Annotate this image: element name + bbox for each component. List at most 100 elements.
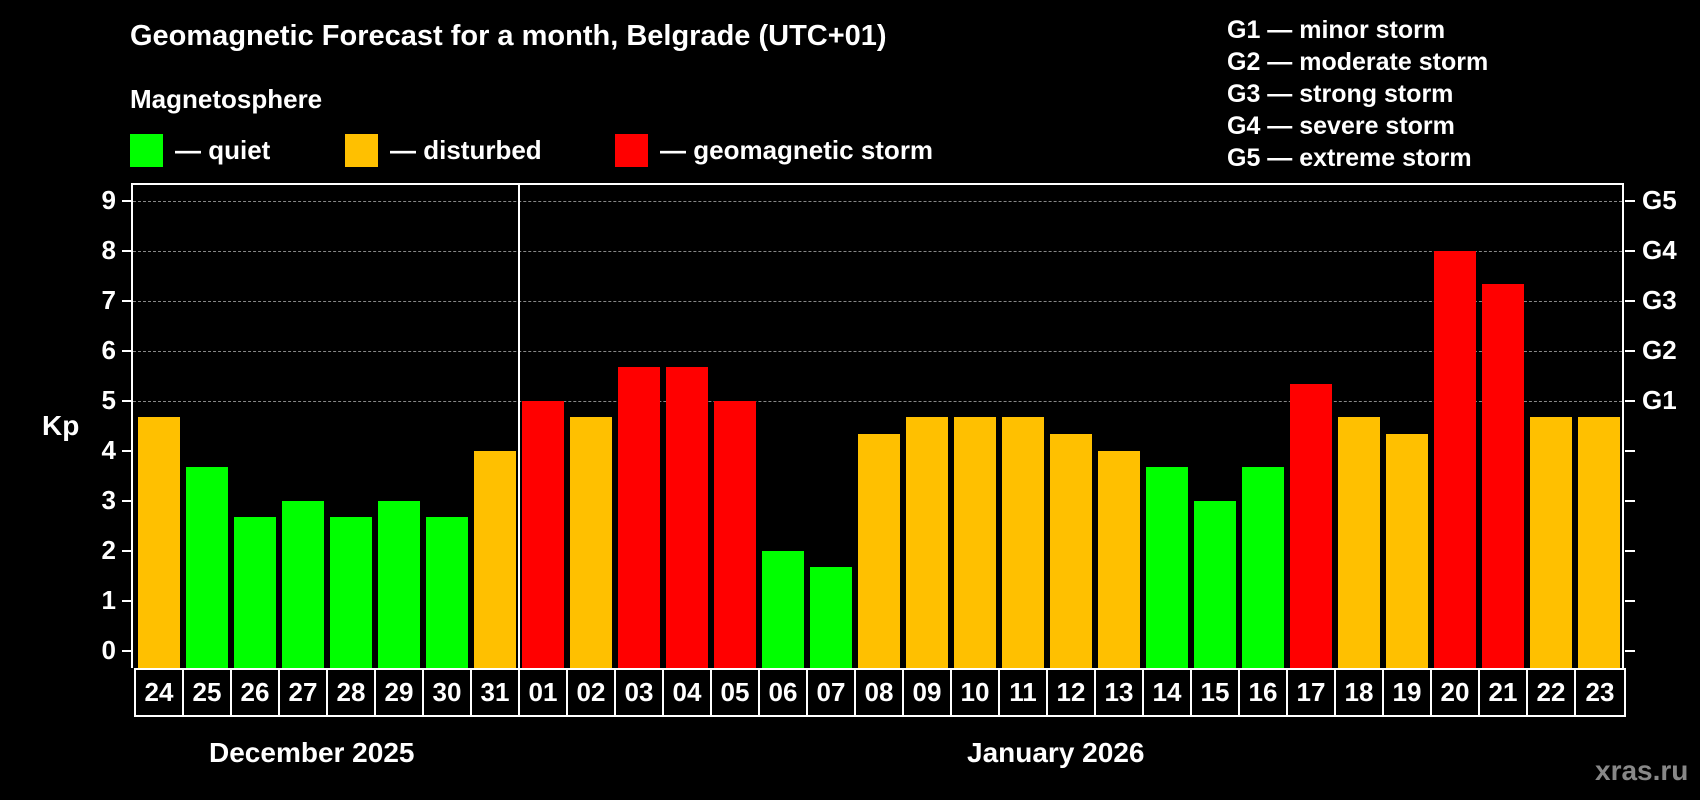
bar-day-06	[762, 551, 804, 668]
bar-day-30	[426, 517, 468, 668]
storm-scale-g3: G3 — strong storm	[1227, 80, 1454, 108]
date-cell: 16	[1240, 670, 1288, 715]
legend-label-disturbed: — disturbed	[390, 135, 542, 165]
date-cell: 07	[808, 670, 856, 715]
bar-day-04	[666, 367, 708, 668]
right-tick-mark	[1625, 500, 1635, 502]
gridline-6	[133, 351, 1622, 352]
y-tick-mark	[122, 550, 132, 552]
date-cell: 11	[1000, 670, 1048, 715]
date-cell: 25	[184, 670, 232, 715]
date-cell: 04	[664, 670, 712, 715]
gridline-9	[133, 201, 1622, 202]
date-cell: 24	[136, 670, 184, 715]
storm-scale-list: G1 — minor storm G2 — moderate storm G3 …	[1227, 14, 1488, 174]
date-cell: 09	[904, 670, 952, 715]
storm-scale-g4: G4 — severe storm	[1227, 112, 1455, 140]
chart-subtitle: Magnetosphere	[130, 84, 323, 114]
bar-day-19	[1386, 434, 1428, 668]
date-cell: 29	[376, 670, 424, 715]
bar-day-18	[1338, 417, 1380, 668]
bar-day-26	[234, 517, 276, 668]
y-tick-mark	[122, 400, 132, 402]
date-cell: 10	[952, 670, 1000, 715]
date-cell: 20	[1432, 670, 1480, 715]
right-tick-mark	[1625, 550, 1635, 552]
right-tick-mark	[1625, 250, 1635, 252]
date-cell: 03	[616, 670, 664, 715]
legend-disturbed: — disturbed	[345, 134, 542, 167]
legend-label-quiet: — quiet	[175, 135, 271, 165]
bar-day-01	[522, 401, 564, 668]
bar-day-08	[858, 434, 900, 668]
date-cell: 26	[232, 670, 280, 715]
gridline-7	[133, 301, 1622, 302]
month-divider	[518, 183, 520, 668]
date-cell: 31	[472, 670, 520, 715]
bar-day-07	[810, 567, 852, 668]
y-tick-label: 2	[101, 535, 116, 565]
legend-swatch-storm	[615, 134, 648, 167]
date-cell: 21	[1480, 670, 1528, 715]
right-tick-mark	[1625, 650, 1635, 652]
bar-day-21	[1482, 284, 1524, 668]
y-tick-label: 4	[101, 435, 116, 465]
bar-day-16	[1242, 467, 1284, 668]
month-label-january: January 2026	[967, 737, 1145, 768]
legend-swatch-quiet	[130, 134, 163, 167]
y-tick-mark	[122, 250, 132, 252]
g-scale-label: G5	[1642, 185, 1677, 215]
date-cell: 13	[1096, 670, 1144, 715]
bar-day-22	[1530, 417, 1572, 668]
date-cell: 15	[1192, 670, 1240, 715]
g-scale-label: G4	[1642, 235, 1677, 265]
date-cell: 14	[1144, 670, 1192, 715]
date-cell: 28	[328, 670, 376, 715]
gridline-5	[133, 401, 1622, 402]
bar-day-11	[1002, 417, 1044, 668]
bar-day-05	[714, 401, 756, 668]
y-tick-label: 5	[101, 385, 116, 415]
date-cell: 19	[1384, 670, 1432, 715]
g-scale-label: G2	[1642, 335, 1677, 365]
bar-day-31	[474, 451, 516, 668]
y-tick-label: 3	[101, 485, 116, 515]
y-axis-label: Kp	[42, 410, 80, 441]
date-cell: 27	[280, 670, 328, 715]
gridline-8	[133, 251, 1622, 252]
y-tick-label: 9	[101, 185, 116, 215]
date-cell: 06	[760, 670, 808, 715]
y-tick-label: 1	[101, 585, 116, 615]
date-row: 24 25 26 27 28 29 30 31 01 02 03 04 05 06 07 08 09 10 11 12…	[134, 668, 1626, 717]
right-tick-mark	[1625, 350, 1635, 352]
bar-day-24	[138, 417, 180, 668]
y-tick-mark	[122, 500, 132, 502]
bar-day-20	[1434, 251, 1476, 668]
y-tick-mark	[122, 200, 132, 202]
y-tick-mark	[122, 650, 132, 652]
y-tick-mark	[122, 300, 132, 302]
date-cell: 01	[520, 670, 568, 715]
bar-day-17	[1290, 384, 1332, 668]
right-tick-mark	[1625, 450, 1635, 452]
right-tick-mark	[1625, 200, 1635, 202]
y-tick-mark	[122, 450, 132, 452]
bar-day-10	[954, 417, 996, 668]
y-tick-label: 6	[101, 335, 116, 365]
bar-day-15	[1194, 501, 1236, 668]
y-tick-label: 0	[101, 635, 116, 665]
y-tick-label: 8	[101, 235, 116, 265]
month-label-december: December 2025	[209, 737, 415, 768]
y-tick-label: 7	[101, 285, 116, 315]
date-cell: 23	[1585, 677, 1615, 707]
legend-label-storm: — geomagnetic storm	[660, 135, 934, 165]
bar-day-23	[1578, 417, 1620, 668]
bar-day-28	[330, 517, 372, 668]
date-cell: 08	[856, 670, 904, 715]
bar-day-12	[1050, 434, 1092, 668]
date-cell: 12	[1048, 670, 1096, 715]
date-cell: 17	[1288, 670, 1336, 715]
legend-quiet: — quiet	[130, 134, 270, 167]
watermark: xras.ru	[1595, 755, 1689, 786]
g-scale-label: G3	[1642, 285, 1677, 315]
